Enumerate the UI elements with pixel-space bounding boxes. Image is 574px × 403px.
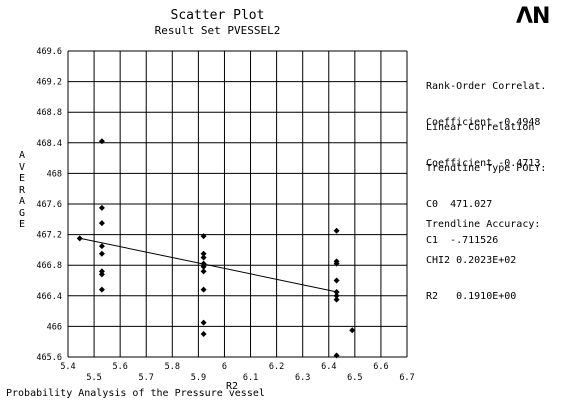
data-point [200,319,207,326]
data-point [98,243,105,250]
data-point [333,288,340,295]
data-point [349,327,356,334]
data-point [98,204,105,211]
x-axis-label: R2 [226,381,238,392]
data-point [98,138,105,145]
x-tick-label: 6.6 [373,362,388,372]
trendline-type-label: Trendline Type POLY: [426,163,547,174]
footer-caption: Probability Analysis of the Pressure ves… [6,388,265,399]
y-tick-label: 466.8 [36,261,62,271]
x-tick-label: 6.5 [347,373,362,383]
x-tick-label: 5.9 [191,373,206,383]
data-point [333,277,340,284]
chart-title: Scatter Plot [170,8,265,23]
x-tick-label: 6.3 [295,373,310,383]
data-point [200,268,207,275]
trendline-r2: R2 0.1910E+00 [426,291,517,302]
data-point [200,331,207,338]
data-point [333,352,340,359]
trendline-c1: C1 -.711526 [426,235,499,246]
y-tick-label: 468 [47,169,62,179]
y-tick-label: 468.4 [36,139,62,149]
data-point [98,271,105,278]
data-point [200,233,207,240]
data-point [333,296,340,303]
data-point [200,263,207,270]
rank-order-value: Coefficient -0.4948 [426,117,541,128]
linear-correlation-block: Linear Correlation Coefficient -0.4713 [426,98,540,194]
x-tick-label: 5.8 [165,362,180,372]
trendline [79,237,337,293]
data-point [98,250,105,257]
x-tick-label: 6.7 [399,373,414,383]
data-point [200,260,207,267]
data-point [98,268,105,275]
data-point [200,286,207,293]
trendline-type-block: Trendline Type POLY: C0 471.027 C1 -.711… [426,139,546,271]
data-point [333,227,340,234]
trendline-chi2: CHI2 0.2023E+02 [426,255,517,266]
data-point [333,260,340,267]
data-point [76,235,83,242]
rank-order-label: Rank-Order Correlat. [426,81,547,92]
trendline-accuracy-block: Trendline Accuracy: CHI2 0.2023E+02 R2 0… [426,195,540,327]
x-tick-label: 5.7 [139,373,154,383]
rank-order-block: Rank-Order Correlat. Coefficient -0.4948 [426,57,546,153]
x-tick-label: 6.1 [243,373,258,383]
data-point [200,254,207,261]
x-tick-label: 6.4 [321,362,336,372]
y-tick-label: 467.2 [36,231,62,241]
x-tick-label: 6 [222,362,227,372]
y-tick-label: 467.6 [36,200,62,210]
y-tick-label: 469.6 [36,47,62,57]
data-point [98,286,105,293]
data-point [200,250,207,257]
data-point [333,292,340,299]
x-tick-label: 5.6 [112,362,127,372]
y-tick-label: 466 [47,322,62,332]
x-tick-label: 6.2 [269,362,284,372]
trendline-accuracy-label: Trendline Accuracy: [426,219,541,230]
chart-subtitle: Result Set PVESSEL2 [154,24,281,37]
an-logo: ΛN [516,4,550,29]
trendline-c0: C0 471.027 [426,199,493,210]
y-tick-label: 468.8 [36,108,62,118]
y-tick-label: 469.2 [36,78,62,88]
x-tick-label: 5.5 [86,373,101,383]
x-tick-label: 5.4 [60,362,75,372]
linear-correlation-label: Linear Correlation [426,122,535,133]
y-tick-label: 465.6 [36,353,62,363]
linear-correlation-value: Coefficient -0.4713 [426,158,541,169]
data-point [98,220,105,227]
y-tick-label: 466.4 [36,292,62,302]
